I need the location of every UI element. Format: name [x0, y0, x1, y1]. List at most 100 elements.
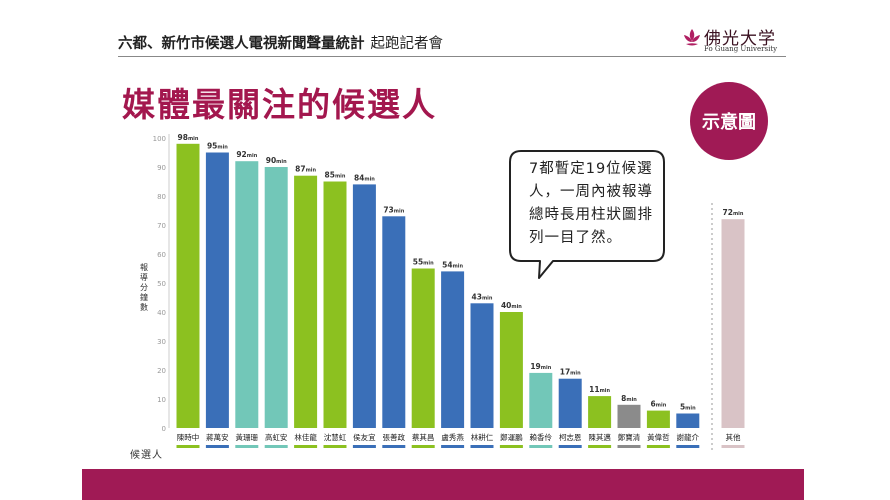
bar: [294, 175, 318, 428]
bar-value-unit: min: [335, 174, 346, 180]
bar-value: 55: [413, 258, 423, 267]
bar-value-unit: min: [600, 388, 611, 394]
badge-label: 示意圖: [702, 112, 756, 133]
bar-value-label: 11min: [589, 385, 610, 394]
category-label: 鄭運鵬: [500, 432, 523, 442]
bar-value: 19: [530, 362, 540, 371]
bar-value-unit: min: [217, 145, 228, 151]
bar-value-unit: min: [276, 159, 287, 165]
bar-value: 54: [442, 260, 452, 269]
category-label: 蔣萬安: [206, 432, 229, 442]
bar-value-label: 19min: [530, 362, 551, 371]
bar-value-label: 92min: [236, 150, 257, 159]
y-tick-label: 100: [153, 135, 166, 143]
category-label: 高虹安: [265, 432, 288, 442]
category-underline: [646, 445, 670, 448]
bar: [411, 268, 435, 428]
bar-value-label: 98min: [178, 133, 199, 142]
bar-value-label: 85min: [325, 171, 346, 180]
category-underline: [205, 445, 229, 448]
category-label: 陳其邁: [588, 432, 611, 442]
bar-value-label: 72min: [723, 208, 744, 217]
bar: [721, 219, 745, 428]
category-label: 林佳龍: [294, 432, 317, 442]
bar-value: 11: [589, 385, 599, 394]
header-divider: [118, 56, 786, 57]
y-tick-label: 0: [162, 425, 166, 433]
bar: [646, 410, 670, 428]
category-underline: [264, 445, 288, 448]
university-logo: 佛光大学 Fo Guang University: [682, 24, 792, 54]
category-label: 盧秀燕: [441, 432, 464, 442]
category-underline: [499, 445, 523, 448]
y-tick-label: 90: [157, 164, 166, 172]
y-tick-label: 30: [157, 338, 166, 346]
bar-value-label: 95min: [207, 142, 228, 151]
speech-bubble: [509, 150, 665, 279]
y-axis-label: 報導分鐘數: [140, 263, 148, 312]
bar-value-label: 5min: [680, 403, 696, 412]
bar: [529, 372, 553, 428]
category-underline: [529, 445, 553, 448]
bar-value: 90: [266, 156, 276, 165]
header-text: 六都、新竹市候選人電視新聞聲量統計 起跑記者會: [118, 32, 443, 53]
category-underline: [294, 445, 318, 448]
logo-name-en: Fo Guang University: [704, 45, 778, 53]
bar-value-unit: min: [541, 365, 552, 371]
page-title: 媒體最關注的候選人: [122, 85, 437, 124]
bar: [205, 152, 229, 428]
bar: [499, 312, 523, 428]
bar-value-label: 43min: [472, 292, 493, 301]
header-subtitle: 起跑記者會: [370, 36, 444, 52]
bar-value-unit: min: [511, 304, 522, 310]
bar: [382, 216, 406, 428]
bar-value-label: 40min: [501, 301, 522, 310]
bar-value: 72: [723, 208, 733, 217]
bar: [352, 184, 376, 428]
bar-value-label: 17min: [560, 368, 581, 377]
category-underline: [558, 445, 582, 448]
y-tick-label: 80: [157, 193, 166, 201]
bar-value: 6: [651, 400, 656, 409]
category-underline: [676, 445, 700, 448]
bar: [558, 378, 582, 428]
bar-value-label: 73min: [383, 205, 404, 214]
bar-value-label: 6min: [651, 400, 667, 409]
category-label: 黃珊珊: [236, 432, 259, 442]
lotus-icon: [684, 29, 700, 46]
category-underline: [721, 445, 745, 448]
category-underline: [176, 445, 200, 448]
bar-value: 84: [354, 173, 364, 182]
y-tick-label: 40: [157, 309, 166, 317]
callout-text: 7都暫定19位候選人，一周內被報導總時長用柱狀圖排列一目了然。: [529, 161, 653, 246]
logo-name-cn: 佛光大学: [704, 29, 776, 49]
bar-value: 95: [207, 142, 217, 151]
bar-value: 8: [621, 394, 626, 403]
bar-value: 92: [236, 150, 246, 159]
bar-value-unit: min: [364, 176, 375, 182]
footer-bar: [82, 469, 804, 500]
category-label: 其他: [726, 432, 741, 442]
bar: [323, 181, 347, 428]
bar-value: 5: [680, 403, 685, 412]
category-underline: [470, 445, 494, 448]
bar-value-unit: min: [247, 153, 258, 159]
category-label: 謝龍介: [677, 432, 700, 442]
bar-value: 40: [501, 301, 511, 310]
category-label: 黃偉哲: [647, 432, 670, 442]
category-underline: [411, 445, 435, 448]
x-axis-label: 候選人: [130, 450, 163, 461]
category-label: 鄭寶清: [618, 432, 641, 442]
bar-value-unit: min: [423, 261, 434, 267]
bar-value: 98: [178, 133, 188, 142]
bar-value-label: 87min: [295, 165, 316, 174]
header: 六都、新竹市候選人電視新聞聲量統計 起跑記者會 佛光大学 Fo Guang Uni…: [82, 20, 804, 60]
bar-value: 87: [295, 165, 305, 174]
bar-value-label: 8min: [621, 394, 637, 403]
category-underline: [352, 445, 376, 448]
category-underline: [588, 445, 612, 448]
bar-value-unit: min: [453, 263, 464, 269]
bar: [441, 271, 465, 428]
bar-value-label: 84min: [354, 173, 375, 182]
